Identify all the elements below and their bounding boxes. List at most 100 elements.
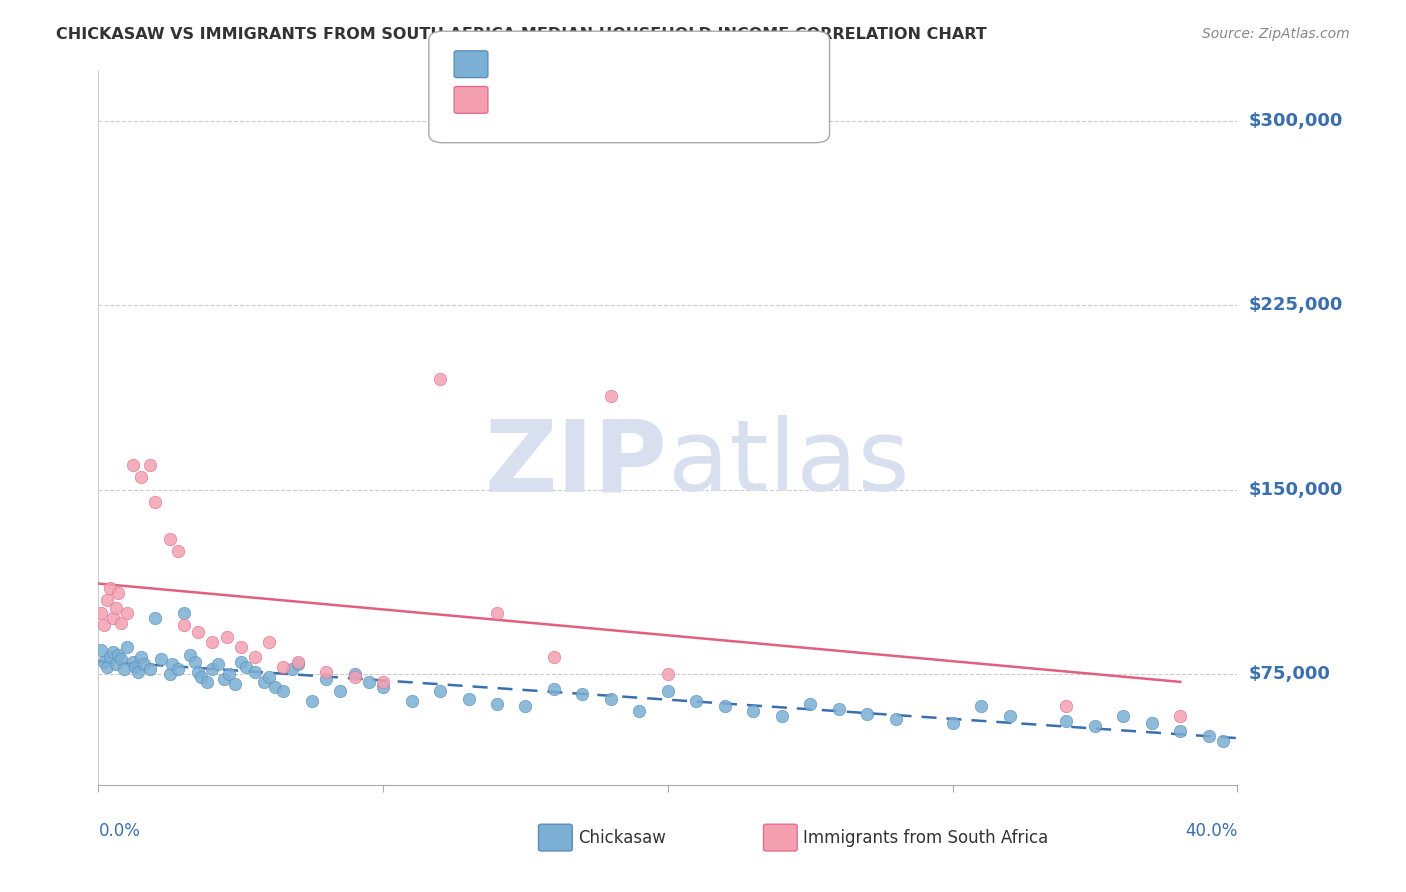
Point xyxy=(515,699,537,714)
Point xyxy=(600,691,623,706)
Point xyxy=(173,618,195,632)
Text: Source: ZipAtlas.com: Source: ZipAtlas.com xyxy=(1202,27,1350,41)
Point xyxy=(124,660,146,674)
Text: ZIP: ZIP xyxy=(485,416,668,512)
Point xyxy=(90,606,112,620)
Point xyxy=(104,657,127,672)
Point xyxy=(486,606,509,620)
Point xyxy=(201,662,224,676)
Point xyxy=(243,665,266,679)
Point xyxy=(145,495,167,509)
Point xyxy=(315,672,337,686)
Point xyxy=(101,645,124,659)
Point xyxy=(145,610,167,624)
Point xyxy=(179,648,201,662)
Point xyxy=(93,618,115,632)
Point xyxy=(195,674,218,689)
Point xyxy=(96,660,118,674)
Point xyxy=(373,680,395,694)
Point xyxy=(173,606,195,620)
Point xyxy=(98,581,121,595)
Point xyxy=(1112,709,1135,723)
Point xyxy=(1170,709,1192,723)
Point xyxy=(685,694,707,708)
Point xyxy=(770,709,793,723)
Point xyxy=(1140,716,1163,731)
Point xyxy=(201,635,224,649)
Point xyxy=(1198,729,1220,743)
Point xyxy=(96,593,118,607)
Point xyxy=(543,681,565,696)
Text: atlas: atlas xyxy=(668,416,910,512)
Point xyxy=(628,704,651,718)
Point xyxy=(112,662,135,676)
Point xyxy=(127,665,149,679)
Point xyxy=(98,650,121,665)
Point xyxy=(287,657,309,672)
Point xyxy=(187,665,209,679)
Point xyxy=(287,655,309,669)
Text: CHICKASAW VS IMMIGRANTS FROM SOUTH AFRICA MEDIAN HOUSEHOLD INCOME CORRELATION CH: CHICKASAW VS IMMIGRANTS FROM SOUTH AFRIC… xyxy=(56,27,987,42)
Point xyxy=(167,544,190,558)
Point xyxy=(129,470,152,484)
Point xyxy=(799,697,821,711)
Text: R =  0.157: R = 0.157 xyxy=(494,89,602,107)
Point xyxy=(543,650,565,665)
Point xyxy=(190,670,212,684)
Text: $150,000: $150,000 xyxy=(1249,481,1343,499)
Point xyxy=(235,660,257,674)
Point xyxy=(215,630,238,644)
Text: 40.0%: 40.0% xyxy=(1185,822,1237,840)
Point xyxy=(315,665,337,679)
Text: $75,000: $75,000 xyxy=(1249,665,1330,683)
Point xyxy=(115,640,138,655)
Point xyxy=(714,699,737,714)
Point xyxy=(657,684,679,698)
Point xyxy=(571,687,593,701)
Point xyxy=(329,684,352,698)
Point xyxy=(742,704,765,718)
Point xyxy=(259,670,281,684)
Point xyxy=(162,657,184,672)
Point xyxy=(207,657,229,672)
Point xyxy=(110,652,132,666)
Text: $300,000: $300,000 xyxy=(1249,112,1343,129)
Point xyxy=(1056,699,1078,714)
Point xyxy=(301,694,323,708)
Point xyxy=(107,586,129,600)
Point xyxy=(273,660,295,674)
Point xyxy=(252,674,274,689)
Point xyxy=(942,716,965,731)
Point xyxy=(259,635,281,649)
Point xyxy=(401,694,423,708)
Point xyxy=(229,640,252,655)
Point xyxy=(281,662,304,676)
Text: 0.0%: 0.0% xyxy=(98,822,141,840)
Point xyxy=(373,674,395,689)
Point xyxy=(998,709,1021,723)
Text: N = 34: N = 34 xyxy=(661,89,725,107)
Point xyxy=(264,680,287,694)
Point xyxy=(132,657,155,672)
Point xyxy=(224,677,246,691)
Point xyxy=(856,706,879,721)
Point xyxy=(90,642,112,657)
Point xyxy=(159,532,181,546)
Point xyxy=(121,655,143,669)
Point xyxy=(343,670,366,684)
Point xyxy=(115,606,138,620)
Point xyxy=(357,674,380,689)
Point xyxy=(1212,733,1234,747)
Point xyxy=(828,701,851,715)
Point xyxy=(600,389,623,403)
Point xyxy=(457,691,479,706)
Point xyxy=(138,458,160,472)
Point xyxy=(187,625,209,640)
Text: $225,000: $225,000 xyxy=(1249,296,1343,314)
Point xyxy=(884,712,907,726)
Point xyxy=(129,650,152,665)
Point xyxy=(657,667,679,681)
Point xyxy=(167,662,190,676)
Point xyxy=(343,667,366,681)
Point xyxy=(273,684,295,698)
